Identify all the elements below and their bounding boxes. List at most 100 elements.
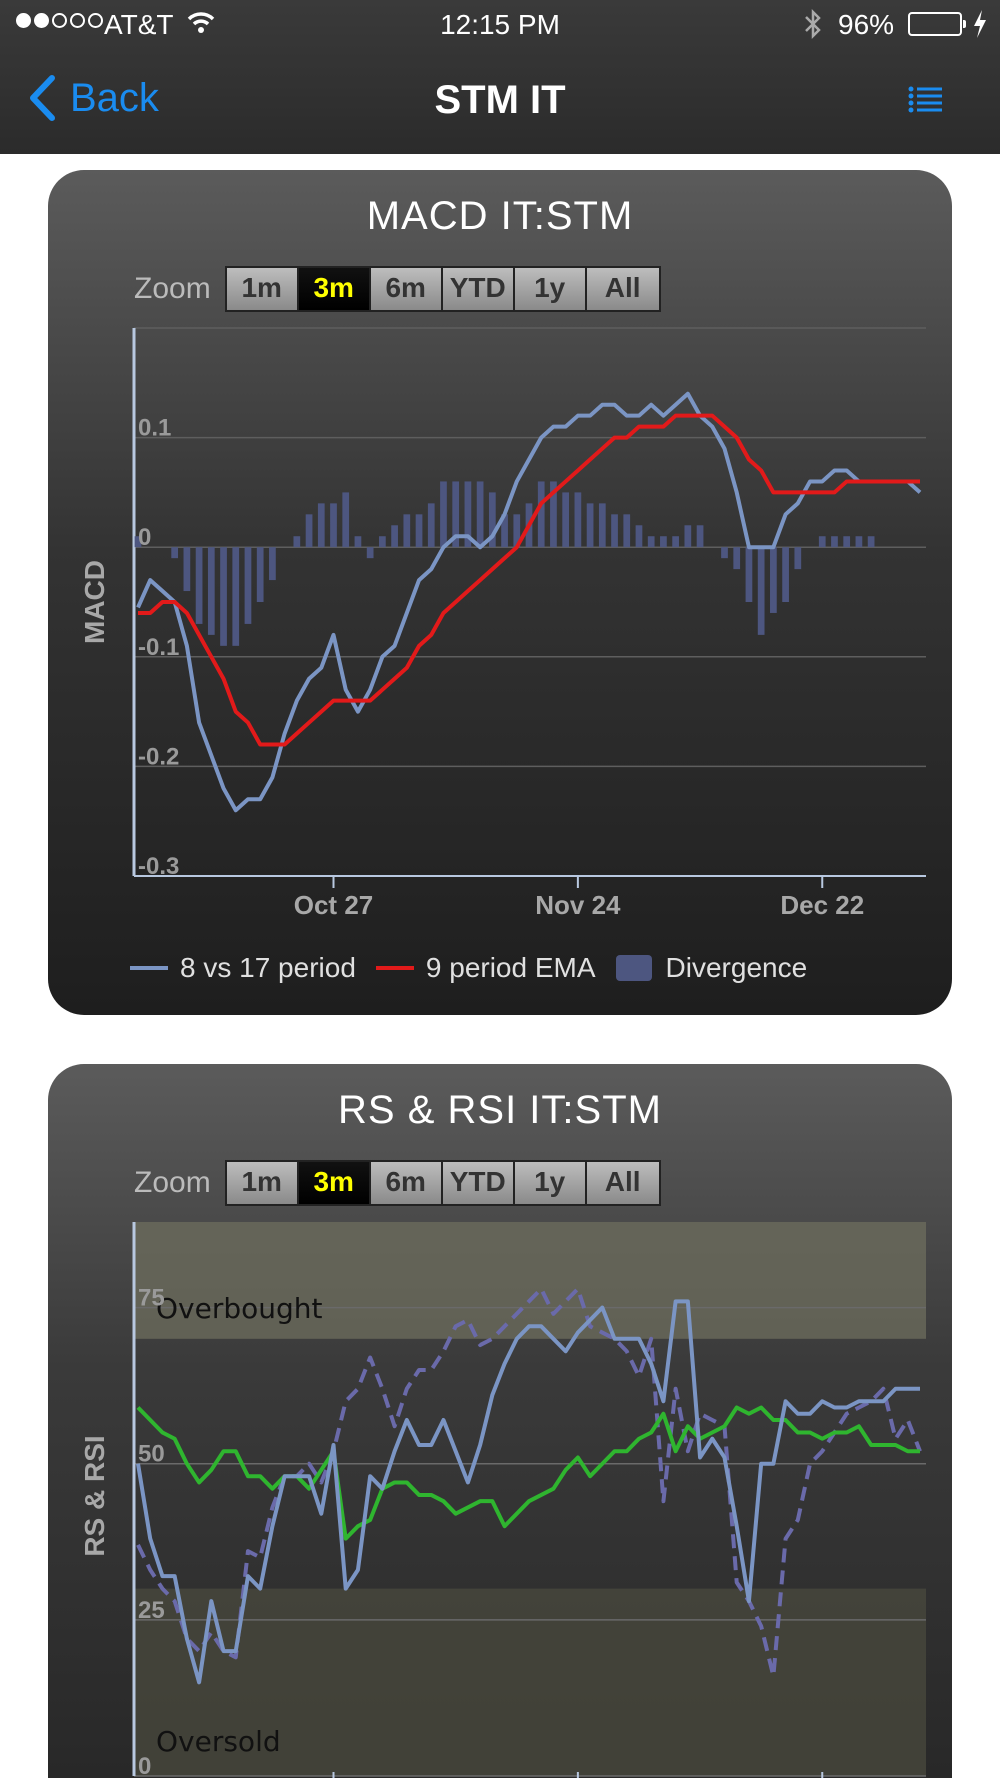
divergence-bar <box>427 503 435 548</box>
carrier-label: AT&T <box>104 9 174 40</box>
divergence-bar <box>256 547 264 602</box>
macd-plot[interactable]: 0.1 0 -0.1 -0.2 -0.3 Oct 27 Nov 24 Dec 22 MACD <box>48 170 952 1015</box>
y-tick-label: 0 <box>138 1753 151 1778</box>
divergence-bar <box>195 547 203 624</box>
rsi-zoom-ytd-button[interactable]: YTD <box>442 1162 515 1204</box>
rsi-zoom-all-button[interactable]: All <box>586 1162 659 1204</box>
divergence-bar <box>562 492 570 548</box>
divergence-bar <box>232 547 240 646</box>
divergence-bar <box>183 547 191 592</box>
divergence-bar <box>293 536 301 548</box>
legend-item-ema-line[interactable]: 9 period EMA <box>375 952 596 984</box>
macd-chart-card: MACD IT:STM Zoom 1m 3m 6m YTD 1y All 0.1 0 -0.1… <box>48 170 952 1015</box>
divergence-bar <box>354 536 362 548</box>
divergence-bar <box>611 514 618 548</box>
macd-legend: 8 vs 17 period 9 period EMA Divergence <box>130 952 827 984</box>
divergence-bar <box>391 525 398 548</box>
y-tick-label: 0.1 <box>138 415 171 442</box>
divergence-bar <box>207 547 215 635</box>
bluetooth-icon <box>802 8 824 47</box>
macd-zoom-control: Zoom 1m 3m 6m YTD 1y All <box>134 266 661 312</box>
legend-item-macd-line[interactable]: 8 vs 17 period <box>130 952 356 984</box>
legend-label-ema: 9 period EMA <box>425 952 596 983</box>
y-axis-label: MACD <box>79 560 110 644</box>
divergence-bar <box>721 547 728 559</box>
macd-zoom-3m-button[interactable]: 3m <box>298 268 371 310</box>
divergence-bar <box>550 481 557 548</box>
list-menu-button[interactable] <box>908 86 942 119</box>
back-button[interactable]: Back <box>28 74 159 122</box>
divergence-bar <box>660 536 667 548</box>
macd-zoom-ytd-button[interactable]: YTD <box>442 268 515 310</box>
macd-zoom-1m-button[interactable]: 1m <box>226 268 299 310</box>
oversold-label: Oversold <box>156 1725 281 1758</box>
divergence-bar <box>843 536 851 548</box>
divergence-bar <box>818 536 826 548</box>
divergence-bar <box>537 481 545 548</box>
macd-zoom-1y-button[interactable]: 1y <box>514 268 587 310</box>
divergence-bar <box>305 514 313 548</box>
macd-series-line <box>136 391 922 813</box>
divergence-bar <box>452 481 460 548</box>
top-bar: AT&T 12:15 PM 96% Back <box>0 0 1000 154</box>
rsi-zoom-1y-button[interactable]: 1y <box>514 1162 587 1204</box>
rsi-series-line <box>136 1405 920 1541</box>
chevron-left-icon <box>30 75 55 121</box>
legend-item-divergence[interactable]: Divergence <box>615 952 808 984</box>
macd-zoom-all-button[interactable]: All <box>586 268 659 310</box>
legend-swatch-macd <box>130 966 168 970</box>
legend-label-divergence: Divergence <box>665 952 808 983</box>
divergence-bar <box>269 547 276 581</box>
divergence-bar <box>220 547 227 646</box>
y-tick-label: -0.1 <box>138 634 179 661</box>
legend-swatch-ema <box>375 966 414 970</box>
charging-bolt-icon <box>972 8 988 47</box>
rsi-zoom-6m-button[interactable]: 6m <box>370 1162 443 1204</box>
divergence-bar <box>635 525 643 548</box>
divergence-bar <box>317 503 325 548</box>
y-tick-label: 0 <box>138 524 151 551</box>
rsi-plot[interactable]: Overbought Oversold 75 50 25 0 RS & RSI <box>48 1064 952 1778</box>
macd-zoom-buttons: 1m 3m 6m YTD 1y All <box>224 266 661 312</box>
rsi-zoom-buttons: 1m 3m 6m YTD 1y All <box>224 1160 661 1206</box>
ema-series-line <box>138 413 920 747</box>
divergence-bar <box>696 525 704 548</box>
divergence-bar <box>464 481 472 548</box>
macd-chart-title: MACD IT:STM <box>366 194 634 238</box>
divergence-bar <box>440 481 447 548</box>
navigation-bar: Back STM IT <box>0 60 1000 144</box>
divergence-bar <box>794 547 802 570</box>
macd-zoom-6m-button[interactable]: 6m <box>370 268 443 310</box>
divergence-bar <box>501 514 508 548</box>
divergence-bar <box>855 536 863 548</box>
divergence-bar <box>476 481 484 548</box>
rsi-zoom-control: Zoom 1m 3m 6m YTD 1y All <box>134 1160 661 1206</box>
divergence-bar <box>757 547 765 635</box>
rsi-zoom-label: Zoom <box>134 1166 211 1199</box>
status-time: 12:15 PM <box>440 9 560 40</box>
y-tick-label: 75 <box>138 1285 165 1312</box>
rsi-zoom-3m-button[interactable]: 3m <box>298 1162 371 1204</box>
y-axis-label: RS & RSI <box>79 1435 110 1556</box>
divergence-bar <box>379 536 386 548</box>
legend-swatch-divergence <box>615 955 652 981</box>
divergence-bar <box>513 514 521 548</box>
status-bar: AT&T 12:15 PM 96% <box>0 0 1000 50</box>
page-title: STM IT <box>434 78 566 122</box>
divergence-bar <box>574 492 582 548</box>
divergence-bar <box>770 547 777 613</box>
back-label: Back <box>70 75 159 120</box>
list-icon <box>908 86 942 113</box>
divergence-bar <box>488 492 496 548</box>
divergence-bar <box>831 536 838 548</box>
divergence-bar <box>672 536 679 548</box>
rs-dashed-series-line <box>136 1286 922 1679</box>
battery-icon <box>908 12 966 36</box>
rs-series-line <box>136 1299 920 1685</box>
divergence-bar <box>684 525 692 548</box>
signal-strength-icon <box>16 13 103 28</box>
y-tick-label: -0.2 <box>138 743 179 770</box>
y-tick-label: -0.3 <box>138 853 179 880</box>
rsi-zoom-1m-button[interactable]: 1m <box>226 1162 299 1204</box>
divergence-bar <box>623 514 631 548</box>
